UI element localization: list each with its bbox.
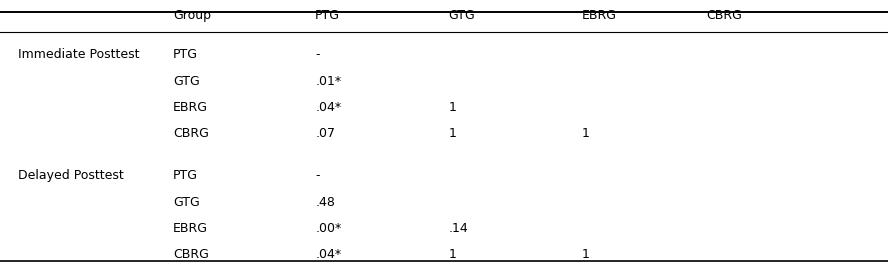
Text: -: -	[315, 48, 320, 61]
Text: .04*: .04*	[315, 101, 341, 114]
Text: .07: .07	[315, 127, 336, 140]
Text: 1: 1	[448, 127, 456, 140]
Text: PTG: PTG	[315, 9, 340, 23]
Text: GTG: GTG	[173, 196, 200, 209]
Text: CBRG: CBRG	[173, 248, 209, 261]
Text: PTG: PTG	[173, 169, 198, 183]
Text: EBRG: EBRG	[582, 9, 616, 23]
Text: .00*: .00*	[315, 222, 342, 235]
Text: .14: .14	[448, 222, 468, 235]
Text: .04*: .04*	[315, 248, 341, 261]
Text: GTG: GTG	[173, 75, 200, 88]
Text: -: -	[315, 169, 320, 183]
Text: .01*: .01*	[315, 75, 341, 88]
Text: 1: 1	[582, 248, 590, 261]
Text: Immediate Posttest: Immediate Posttest	[18, 48, 139, 61]
Text: CBRG: CBRG	[173, 127, 209, 140]
Text: EBRG: EBRG	[173, 101, 208, 114]
Text: 1: 1	[582, 127, 590, 140]
Text: Delayed Posttest: Delayed Posttest	[18, 169, 123, 183]
Text: 1: 1	[448, 101, 456, 114]
Text: PTG: PTG	[173, 48, 198, 61]
Text: 1: 1	[448, 248, 456, 261]
Text: GTG: GTG	[448, 9, 475, 23]
Text: .48: .48	[315, 196, 335, 209]
Text: EBRG: EBRG	[173, 222, 208, 235]
Text: CBRG: CBRG	[706, 9, 741, 23]
Text: Group: Group	[173, 9, 211, 23]
